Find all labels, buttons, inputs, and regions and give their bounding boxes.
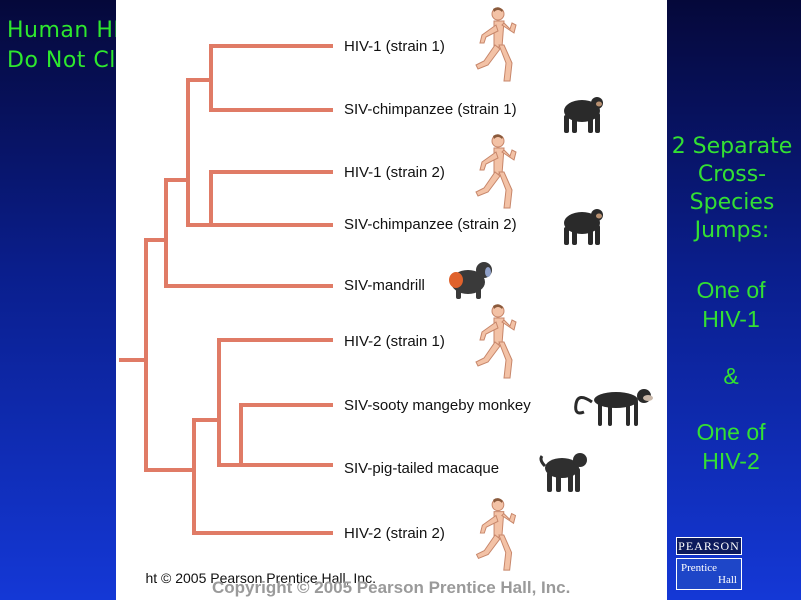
phylogenetic-tree [119,44,333,535]
logo-line-1: Prentice [681,562,718,574]
human-runner-icon [475,7,517,82]
leaf-hiv2-strain1: HIV-2 (strain 1) [344,333,445,350]
hiv1-line-2: HIV-1 [702,306,760,332]
mandrill-icon [449,262,492,299]
leaf-siv-sooty-mangabey: SIV-sooty mangeby monkey [344,397,531,414]
logo-prentice-hall: Prentice Hall [676,558,742,590]
chimpanzee-icon [564,97,603,133]
logo-line-2: Hall [718,574,737,586]
leaf-hiv1-strain1: HIV-1 (strain 1) [344,38,445,55]
pearson-prentice-hall-logo: PEARSON Prentice Hall [676,537,742,590]
leaf-sivcpz-strain2: SIV-chimpanzee (strain 2) [344,216,517,233]
hiv2-line-2: HIV-2 [702,448,760,474]
cross-species-heading: 2 Separate Cross- Species Jumps: [668,133,796,245]
leaf-sivcpz-strain1: SIV-chimpanzee (strain 1) [344,101,517,118]
heading-line-2: Cross- [697,162,767,187]
one-of-hiv1: One of HIV-1 [675,276,787,334]
hiv2-line-1: One of [696,419,766,445]
human-runner-icon [475,304,517,379]
phylogenetic-tree-panel: HIV-1 (strain 1) SIV-chimpanzee (strain … [116,0,667,600]
heading-line-1: 2 Separate [671,134,793,159]
leaf-hiv2-strain2: HIV-2 (strain 2) [344,525,445,542]
one-of-hiv2: One of HIV-2 [675,418,787,476]
macaque-icon [539,453,587,492]
leaf-siv-macaque: SIV-pig-tailed macaque [344,460,500,477]
heading-line-4: Jumps: [694,218,770,243]
human-runner-icon [475,498,517,571]
leaf-hiv1-strain2: HIV-1 (strain 2) [344,164,445,181]
heading-line-3: Species [689,190,775,215]
copyright-caption: ht © 2005 Pearson Prentice Hall, Inc. [145,570,376,586]
hiv1-line-1: One of [696,277,766,303]
leaf-siv-mandrill: SIV-mandrill [344,277,425,294]
sooty-mangabey-icon [574,389,653,426]
ampersand: & [723,363,739,389]
chimpanzee-icon [564,209,603,245]
human-runner-icon [475,134,517,209]
logo-pearson: PEARSON [676,537,742,555]
copyright-watermark: Copyright © 2005 Pearson Prentice Hall, … [212,578,571,597]
